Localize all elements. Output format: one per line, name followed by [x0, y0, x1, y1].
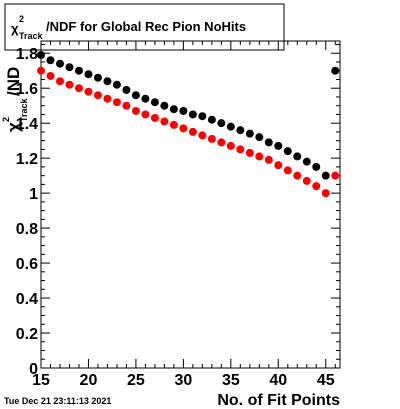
data-point-series-2	[170, 121, 178, 129]
title-sup: 2	[19, 14, 24, 24]
timestamp-label: Tue Dec 21 23:11:13 2021	[4, 396, 111, 406]
data-point-series-1	[322, 172, 330, 180]
y-tick-label: 0.4	[16, 291, 38, 308]
data-point-series-1	[46, 56, 54, 64]
y-tick-label: 0.2	[16, 326, 38, 343]
data-point-series-2	[84, 88, 92, 96]
data-point-series-2	[293, 172, 301, 180]
data-point-series-1	[208, 116, 216, 124]
data-point-series-2	[265, 156, 273, 164]
data-point-series-2	[236, 145, 244, 153]
data-point-series-1	[170, 105, 178, 113]
x-tick-label: 25	[127, 372, 145, 389]
data-point-series-1	[255, 133, 263, 141]
chart-title: χ 2 Track /NDF for Global Rec Pion NoHit…	[5, 4, 284, 50]
data-point-series-2	[322, 189, 330, 197]
title-chi: χ	[11, 21, 19, 36]
data-point-series-1	[160, 102, 168, 110]
x-tick-label: 45	[317, 372, 335, 389]
data-point-series-2	[94, 91, 102, 99]
data-point-series-1	[84, 70, 92, 78]
data-point-series-1	[75, 67, 83, 75]
title-sub: Track	[19, 31, 44, 41]
data-point-series-2	[151, 114, 159, 122]
data-point-series-1	[94, 74, 102, 82]
data-point-series-2	[37, 67, 45, 75]
y-tick-label: 1.6	[16, 81, 38, 98]
y-tick-label: 0.6	[16, 256, 38, 273]
data-point-series-1	[113, 81, 121, 89]
data-point-series-1	[198, 112, 206, 120]
data-point-series-1	[284, 147, 292, 155]
data-point-series-1	[189, 110, 197, 118]
data-point-series-1	[37, 51, 45, 59]
x-tick-label: 40	[269, 372, 287, 389]
data-point-series-2	[75, 84, 83, 92]
data-point-series-2	[189, 128, 197, 136]
y-tick-label: 0.8	[16, 221, 38, 238]
data-point-series-2	[122, 102, 130, 110]
data-point-series-1	[312, 163, 320, 171]
data-point-series-1	[293, 152, 301, 160]
data-point-series-2	[208, 135, 216, 143]
data-point-series-2	[198, 131, 206, 139]
data-point-series-1	[103, 77, 111, 85]
data-point-series-2	[303, 177, 311, 185]
data-point-series-1	[217, 119, 225, 127]
data-point-series-2	[255, 152, 263, 160]
data-point-series-2	[65, 81, 73, 89]
data-point-series-2	[227, 142, 235, 150]
y-tick-label: 0	[29, 361, 38, 378]
data-point-series-1	[65, 63, 73, 71]
data-point-series-2	[113, 98, 121, 106]
x-axis-label: No. of Fit Points	[217, 392, 340, 409]
data-point-series-1	[179, 107, 187, 115]
data-point-series-2	[331, 172, 339, 180]
data-point-series-2	[217, 138, 225, 146]
x-tick-label: 35	[222, 372, 240, 389]
data-point-series-1	[132, 91, 140, 99]
data-point-series-1	[274, 142, 282, 150]
data-point-series-2	[46, 72, 54, 80]
data-points	[37, 51, 339, 197]
data-point-series-2	[141, 110, 149, 118]
data-point-series-2	[132, 107, 140, 115]
data-point-series-1	[236, 126, 244, 134]
data-point-series-1	[227, 123, 235, 131]
data-point-series-1	[56, 60, 64, 68]
data-point-series-2	[312, 182, 320, 190]
data-point-series-2	[56, 77, 64, 85]
y-tick-label: 1.2	[16, 151, 38, 168]
x-tick-label: 20	[80, 372, 98, 389]
data-point-series-1	[331, 67, 339, 75]
data-point-series-1	[246, 130, 254, 138]
data-point-series-2	[274, 161, 282, 169]
data-point-series-1	[303, 158, 311, 166]
title-text: /NDF for Global Rec Pion NoHits	[46, 19, 246, 34]
data-point-series-1	[265, 138, 273, 146]
data-point-series-2	[179, 124, 187, 132]
data-point-series-2	[284, 166, 292, 174]
y-tick-label: 1	[29, 186, 38, 203]
data-point-series-1	[141, 95, 149, 103]
data-point-series-1	[151, 98, 159, 106]
y-tick-label: 1.4	[16, 116, 38, 133]
data-point-series-1	[122, 86, 130, 94]
y-tick-label: 1.8	[16, 46, 38, 63]
data-point-series-2	[103, 95, 111, 103]
x-tick-label: 30	[174, 372, 192, 389]
data-point-series-2	[246, 149, 254, 157]
data-point-series-2	[160, 117, 168, 125]
ylabel-sup: 2	[1, 117, 11, 122]
